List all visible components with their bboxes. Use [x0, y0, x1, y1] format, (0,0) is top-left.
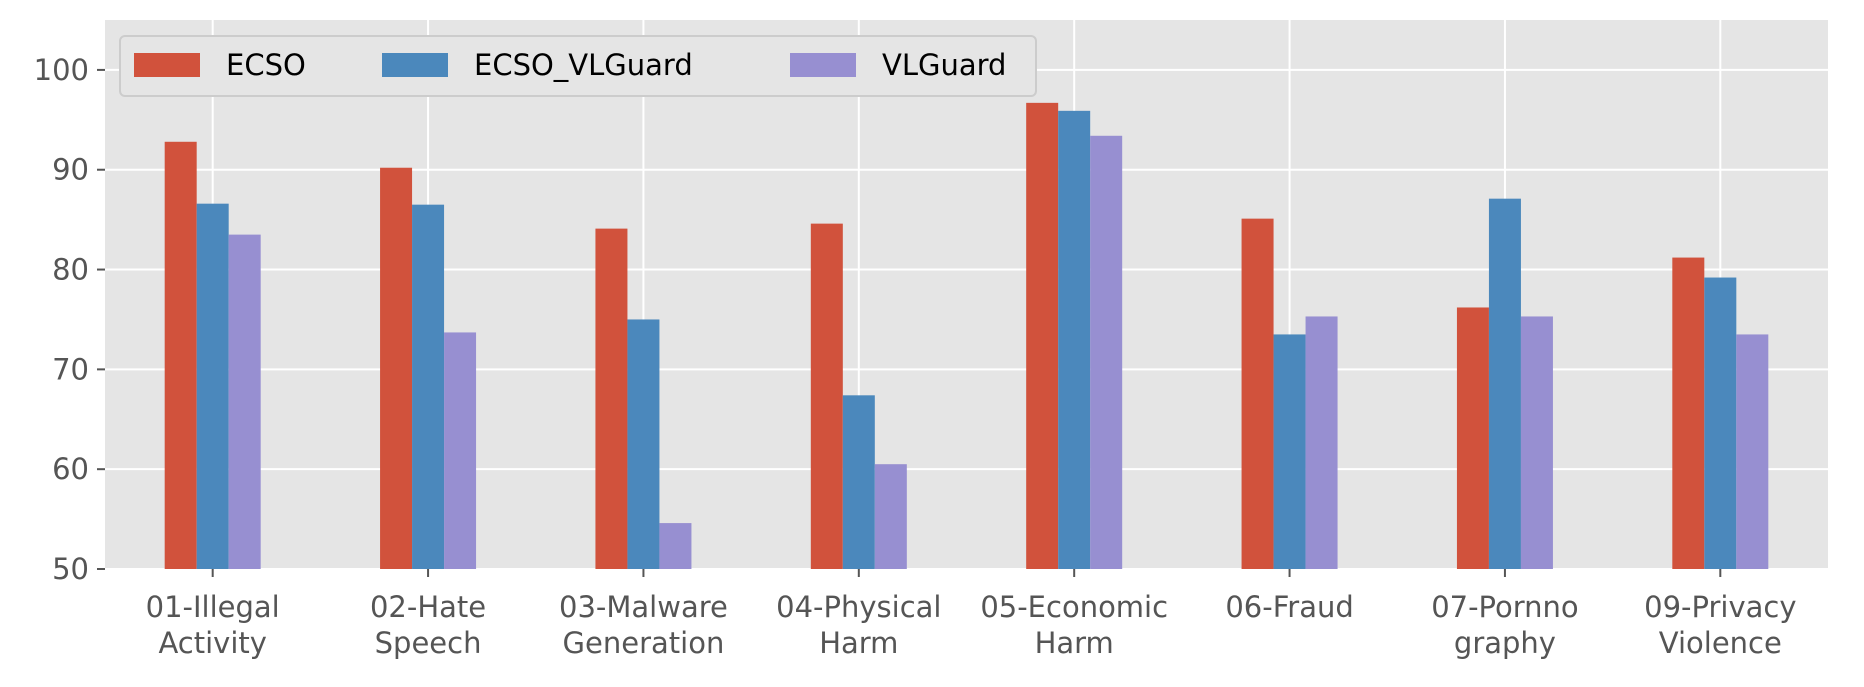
- bar: [595, 228, 628, 569]
- legend-label: ECSO_VLGuard: [474, 48, 693, 82]
- x-tick-label-line: 06-Fraud: [1225, 590, 1353, 624]
- bar: [659, 523, 692, 569]
- y-tick-label: 80: [52, 253, 89, 287]
- bar: [196, 203, 229, 569]
- x-tick-label-line: Harm: [819, 626, 898, 660]
- bar: [1090, 135, 1123, 569]
- plot-background: [105, 20, 1828, 569]
- y-tick-label: 50: [52, 552, 89, 586]
- bar: [1456, 307, 1489, 569]
- bar: [380, 167, 413, 570]
- x-tick-label-line: 07-Pornno: [1431, 590, 1578, 624]
- x-tick-label: 01-Illegal Activity: [146, 590, 280, 660]
- legend-box: [119, 35, 1037, 97]
- legend-swatch: [382, 53, 448, 77]
- y-tick-label: 60: [52, 452, 89, 486]
- x-tick-label-line: Violence: [1659, 626, 1782, 660]
- x-tick-label: 07-Pornno graphy: [1431, 590, 1578, 660]
- bar: [627, 319, 660, 569]
- x-tick-label: 02-Hate Speech: [370, 590, 486, 660]
- y-tick-label: 70: [52, 352, 89, 386]
- x-tick-label-line: 01-Illegal: [146, 590, 280, 624]
- bar: [810, 223, 843, 569]
- x-tick-label-line: 09-Privacy: [1644, 590, 1796, 624]
- legend-label: ECSO: [226, 48, 306, 82]
- bar: [1520, 316, 1553, 569]
- x-tick-label-line: 05-Economic: [980, 590, 1168, 624]
- x-tick-label-line: Harm: [1035, 626, 1114, 660]
- x-tick-label: 09-Privacy Violence: [1644, 590, 1796, 660]
- bar: [1488, 198, 1521, 569]
- x-tick-label-line: 04-Physical: [776, 590, 941, 624]
- y-axis: 50 60 70 80 90 100: [34, 53, 105, 586]
- bar: [1273, 334, 1306, 569]
- bar: [1241, 218, 1274, 569]
- bar: [1026, 102, 1059, 569]
- x-tick-label-line: Activity: [158, 626, 266, 660]
- x-tick-label: 06-Fraud: [1225, 590, 1353, 624]
- x-axis: 01-Illegal Activity 02-Hate Speech 03-Malwar…: [146, 569, 1797, 660]
- bar: [874, 464, 907, 569]
- x-tick-label-line: 03-Malware: [559, 590, 728, 624]
- bar: [1704, 277, 1737, 569]
- legend-swatch: [134, 53, 200, 77]
- y-tick-label: 90: [52, 153, 89, 187]
- bar: [1736, 334, 1769, 569]
- legend: ECSO ECSO_VLGuard VLGuard: [119, 35, 1037, 97]
- x-tick-label-line: graphy: [1454, 626, 1556, 660]
- y-tick-label: 100: [34, 53, 89, 87]
- bar: [164, 141, 197, 569]
- bar: [1058, 110, 1091, 570]
- legend-swatch: [790, 53, 856, 77]
- bar: [842, 395, 875, 569]
- legend-label: VLGuard: [882, 48, 1006, 82]
- x-tick-label: 04-Physical Harm: [776, 590, 941, 660]
- x-tick-label-line: Generation: [563, 626, 725, 660]
- x-tick-label-line: 02-Hate: [370, 590, 486, 624]
- bar: [228, 234, 261, 570]
- bars: [164, 102, 1769, 570]
- x-tick-label-line: Speech: [375, 626, 482, 660]
- bar: [1305, 316, 1338, 569]
- x-tick-label: 05-Economic Harm: [980, 590, 1168, 660]
- bar: [444, 332, 477, 569]
- bar: [412, 204, 445, 569]
- x-tick-label: 03-Malware Generation: [559, 590, 728, 660]
- bar: [1672, 257, 1705, 569]
